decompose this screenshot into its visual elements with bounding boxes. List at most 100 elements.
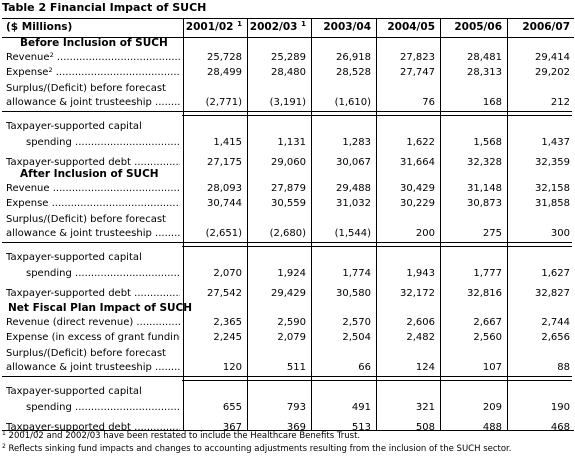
cell-value: 2,070 bbox=[213, 268, 242, 279]
row-label-text: Revenue (direct revenue) bbox=[6, 317, 134, 328]
row-label-text: Taxpayer-supported debt bbox=[6, 422, 131, 433]
row-label-text: Expense bbox=[6, 67, 49, 78]
row-label-text: allowance & joint trusteeship bbox=[6, 228, 152, 239]
cell-value: 1,568 bbox=[473, 137, 502, 148]
row-label: spending ...............................… bbox=[26, 137, 180, 148]
row-label: Revenue2 ...............................… bbox=[6, 52, 180, 63]
row-label-text: allowance & joint trusteeship bbox=[6, 97, 152, 108]
leader-dots: ........................................… bbox=[75, 268, 180, 279]
cell-value: 29,414 bbox=[535, 52, 570, 63]
row-label-text: spending bbox=[26, 137, 72, 148]
cell-value: 29,060 bbox=[271, 157, 306, 168]
row-label: Taxpayer-supported capital bbox=[6, 386, 180, 397]
table-row: Revenue ................................… bbox=[2, 183, 574, 197]
double-underline bbox=[182, 242, 572, 247]
table-row: spending ...............................… bbox=[2, 137, 574, 151]
section-heading: Before Inclusion of SUCH bbox=[2, 37, 574, 51]
cell-value: 28,313 bbox=[467, 67, 502, 78]
leader-dots: ........................................… bbox=[134, 422, 180, 433]
row-label-text: Surplus/(Deficit) before forecast bbox=[6, 83, 166, 94]
cell-value: 275 bbox=[482, 228, 502, 239]
cell-value: 66 bbox=[358, 362, 371, 373]
cell-value: 793 bbox=[286, 402, 306, 413]
table-row: Expense (in excess of grant funding). ..… bbox=[2, 332, 574, 346]
year-header: 2004/05 bbox=[371, 21, 435, 33]
table-row: allowance & joint trusteeship ..........… bbox=[2, 228, 574, 242]
cell-value: 27,542 bbox=[207, 288, 242, 299]
leader-dots: ........................................… bbox=[134, 157, 180, 168]
table-row: allowance & joint trusteeship ..........… bbox=[2, 362, 574, 376]
cell-value: 209 bbox=[482, 402, 502, 413]
cell-value: 32,359 bbox=[535, 157, 570, 168]
cell-value: 1,943 bbox=[406, 268, 435, 279]
cell-value: 31,664 bbox=[400, 157, 435, 168]
cell-value: 367 bbox=[222, 422, 242, 433]
cell-value: 2,245 bbox=[213, 332, 242, 343]
cell-value: 30,229 bbox=[400, 198, 435, 209]
cell-value: 200 bbox=[415, 228, 435, 239]
table-title: Table 2 Financial Impact of SUCH bbox=[2, 1, 207, 14]
cell-value: 2,606 bbox=[406, 317, 435, 328]
double-underline bbox=[2, 376, 182, 377]
row-label: Expense ................................… bbox=[6, 198, 180, 209]
row-label: Surplus/(Deficit) before forecast bbox=[6, 348, 180, 359]
row-label-text: spending bbox=[26, 402, 72, 413]
year-header: 2002/03 1 bbox=[242, 21, 306, 34]
row-label: Taxpayer-supported debt ................… bbox=[6, 157, 180, 168]
footnote-marker: 2 bbox=[49, 52, 54, 59]
cell-value: 2,744 bbox=[541, 317, 570, 328]
cell-value: 107 bbox=[482, 362, 502, 373]
section-heading-text: After Inclusion of SUCH bbox=[20, 168, 159, 180]
cell-value: 88 bbox=[557, 362, 570, 373]
double-underline bbox=[182, 376, 572, 381]
cell-value: 27,747 bbox=[400, 67, 435, 78]
table-row: Surplus/(Deficit) before forecast bbox=[2, 348, 574, 362]
row-label-text: allowance & joint trusteeship bbox=[6, 362, 152, 373]
year-label: 2005/06 bbox=[454, 21, 502, 33]
row-label: Taxpayer-supported capital bbox=[6, 121, 180, 132]
cell-value: 30,559 bbox=[271, 198, 306, 209]
year-header: 2005/06 bbox=[438, 21, 502, 33]
cell-value: 32,827 bbox=[535, 288, 570, 299]
footnote-marker: 1 bbox=[237, 20, 242, 28]
cell-value: (1,544) bbox=[334, 228, 371, 239]
footnote: 1 2001/02 and 2002/03 have been restated… bbox=[2, 430, 574, 441]
cell-value: 32,328 bbox=[467, 157, 502, 168]
cell-value: 30,580 bbox=[336, 288, 371, 299]
row-label: allowance & joint trusteeship ..........… bbox=[6, 97, 180, 108]
cell-value: 1,437 bbox=[541, 137, 570, 148]
year-header: 2003/04 bbox=[307, 21, 371, 33]
cell-value: 29,202 bbox=[535, 67, 570, 78]
leader-dots: ........................................… bbox=[75, 402, 180, 413]
cell-value: 655 bbox=[222, 402, 242, 413]
cell-value: 1,627 bbox=[541, 268, 570, 279]
row-label-text: Surplus/(Deficit) before forecast bbox=[6, 214, 166, 225]
section-heading-text: Net Fiscal Plan Impact of SUCH bbox=[8, 302, 193, 314]
column-divider bbox=[507, 18, 508, 430]
cell-value: 29,488 bbox=[336, 183, 371, 194]
row-label: Expense (in excess of grant funding). ..… bbox=[6, 332, 180, 343]
row-label: Revenue ................................… bbox=[6, 183, 180, 194]
row-label-text: Revenue bbox=[6, 183, 50, 194]
row-label-text: Taxpayer-supported debt bbox=[6, 288, 131, 299]
cell-value: 321 bbox=[415, 402, 435, 413]
cell-value: 31,858 bbox=[535, 198, 570, 209]
column-divider bbox=[247, 18, 248, 430]
table-row: Revenue (direct revenue) ...............… bbox=[2, 317, 574, 331]
cell-value: 1,924 bbox=[277, 268, 306, 279]
table-row: spending ...............................… bbox=[2, 402, 574, 416]
cell-value: 1,777 bbox=[473, 268, 502, 279]
section-heading: After Inclusion of SUCH bbox=[2, 168, 574, 182]
cell-value: 27,823 bbox=[400, 52, 435, 63]
column-divider bbox=[311, 18, 312, 430]
cell-value: 26,918 bbox=[336, 52, 371, 63]
row-label: allowance & joint trusteeship ..........… bbox=[6, 362, 180, 373]
leader-dots: ........................................… bbox=[155, 97, 180, 108]
cell-value: 1,774 bbox=[342, 268, 371, 279]
cell-value: 76 bbox=[422, 97, 435, 108]
cell-value: 513 bbox=[351, 422, 371, 433]
cell-value: 30,067 bbox=[336, 157, 371, 168]
cell-value: 2,482 bbox=[406, 332, 435, 343]
cell-value: 30,873 bbox=[467, 198, 502, 209]
year-header: 2006/07 bbox=[506, 21, 570, 33]
